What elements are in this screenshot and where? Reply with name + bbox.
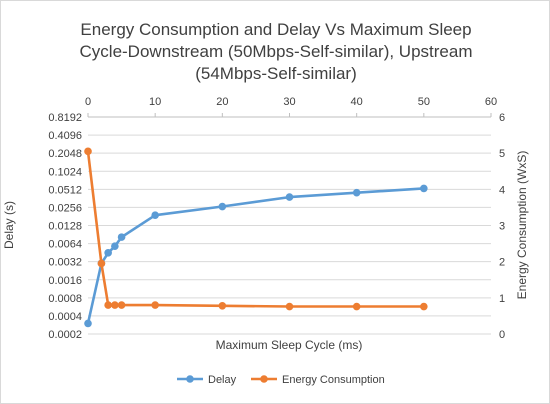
legend-label: Energy Consumption: [282, 374, 385, 386]
x-tick-label: 10: [149, 96, 161, 108]
x-axis-label: Maximum Sleep Cycle (ms): [216, 338, 363, 352]
y-right-tick-label: 5: [499, 148, 505, 160]
chart-title-line-1: Energy Consumption and Delay Vs Maximum …: [80, 20, 471, 39]
y-left-tick-label: 0.0512: [48, 184, 82, 196]
data-point: [218, 202, 227, 211]
y-left-tick-label: 0.0008: [48, 293, 82, 305]
axes: 0.0002 0.0004 0.0008 0.0016 0.0032 0.0064 0.01…: [48, 96, 505, 341]
y-left-tick-label: 0.0004: [48, 311, 82, 323]
y-left-tick-label: 0.0016: [48, 275, 82, 287]
y-left-tick-label: 0.8192: [48, 112, 82, 124]
y-right-tick-label: 1: [499, 293, 505, 305]
y-axis-left-label: Delay (s): [2, 201, 16, 249]
data-point: [420, 302, 428, 311]
data-point: [97, 259, 106, 268]
y-left-tick-label: 0.4096: [48, 130, 82, 142]
y-left-tick-label: 0.0032: [48, 257, 82, 269]
chart-title-line-2: Cycle-Downstream (50Mbps-Self-similar), …: [80, 42, 473, 61]
legend-item: Energy Consumption: [251, 374, 385, 386]
data-point: [117, 233, 126, 241]
data-point: [104, 248, 112, 257]
data-point: [111, 301, 119, 309]
y-left-tick-label: 0.0128: [48, 221, 82, 233]
series-line: [86, 187, 424, 324]
x-tick-label: 40: [351, 96, 363, 108]
y-right-tick-label: 2: [499, 257, 505, 269]
data-point: [352, 302, 361, 311]
y-left-tick-label: 0.0256: [48, 202, 82, 214]
data-point: [151, 211, 159, 219]
y-left-tick-label: 0.2048: [48, 148, 82, 160]
data-point: [111, 242, 119, 250]
x-tick-label: 30: [283, 96, 295, 108]
legend-swatch-marker: [186, 375, 194, 383]
data-point: [84, 319, 92, 328]
y-right-tick-label: 6: [499, 112, 505, 124]
data-point: [218, 301, 227, 310]
data-point: [420, 184, 428, 193]
x-tick-label: 60: [485, 96, 497, 108]
series-energy-consumption: [84, 147, 428, 311]
data-point: [285, 302, 294, 311]
legend-item: Delay: [177, 374, 237, 386]
y-right-tick-label: 3: [499, 221, 505, 233]
data-point: [104, 301, 112, 309]
legend-label: Delay: [208, 374, 237, 386]
series-delay: [84, 184, 428, 328]
y-right-tick-label: 0: [499, 329, 505, 341]
y-axis-right-label: Energy Consumption (WxS): [515, 151, 529, 300]
data-point: [117, 301, 126, 309]
x-tick-label: 20: [216, 96, 228, 108]
x-tick-label: 0: [85, 96, 91, 108]
x-tick-label: 50: [418, 96, 430, 108]
series: [84, 147, 428, 328]
data-point: [352, 188, 361, 197]
gridlines: [88, 116, 491, 335]
y-left-tick-label: 0.0002: [48, 329, 82, 341]
data-point: [84, 147, 92, 156]
chart-title-line-3: (54Mbps-Self-similar): [195, 64, 357, 83]
y-left-tick-label: 0.1024: [48, 166, 82, 178]
y-left-tick-label: 0.0064: [48, 239, 82, 251]
data-point: [151, 301, 159, 309]
data-point: [285, 193, 294, 201]
legend: Delay Energy Consumption: [177, 374, 385, 386]
series-line: [86, 151, 424, 308]
chart-title: Energy Consumption and Delay Vs Maximum …: [80, 20, 473, 83]
legend-swatch-marker: [260, 375, 268, 383]
y-right-tick-label: 4: [499, 184, 505, 196]
